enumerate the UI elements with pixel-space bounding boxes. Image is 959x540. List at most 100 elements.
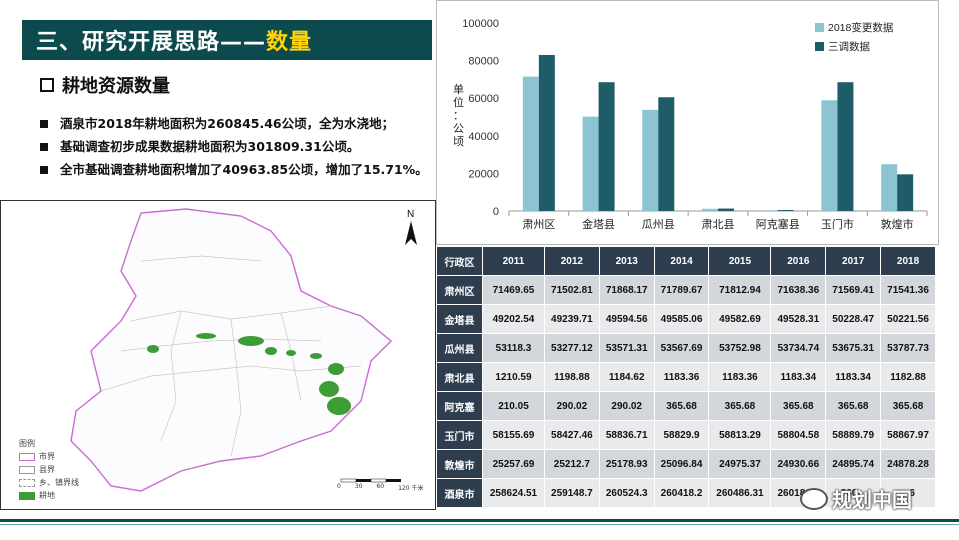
table-cell: 25212.7 [543,449,600,479]
legend-swatch [19,491,35,500]
bullet-item: 基础调查初步成果数据耕地面积为301809.31公顷。 [40,135,430,158]
x-tick-label: 肃州区 [522,218,555,231]
scale-label: 120 千米 [398,485,424,492]
table-cell: 71789.67 [653,275,710,305]
legend-item: 乡、镇界线 [19,476,79,489]
year-header: 2015 [708,246,772,276]
table-row: 肃州区 71469.65 71502.81 71868.17 71789.67 71812… [436,275,936,305]
x-tick-label: 敦煌市 [881,217,914,231]
farmland-map: N 0 30 60 120 千米 图例 市界 县界 乡、镇界线 耕地 [0,200,436,510]
y-axis-label: 单位：公顷 [453,83,464,148]
bullet-text: 酒泉市2018年耕地面积为260845.46公顷，全为水浇地； [60,116,395,131]
x-tick-label: 瓜州县 [642,218,675,231]
table-cell: 50228.47 [825,304,882,334]
table-cell: 71502.81 [543,275,600,305]
table-cell: 1183.34 [770,362,827,392]
footer-rule-thin [0,524,959,525]
scale-labels: 0 30 60 120 千米 [337,483,423,492]
table-cell: 260524.3 [598,478,655,508]
year-header: 2012 [543,246,600,276]
table-cell: 53571.31 [598,333,655,363]
table-cell: 53787.73 [880,333,936,363]
table-cell: 365.68 [708,391,772,421]
table-cell: 53118.3 [482,333,545,363]
table-cell: 1182.88 [880,362,936,392]
farmland-data-table: 行政区 2011 2012 2013 2014 2015 2016 2017 2… [436,246,936,508]
checkbox-square-icon [40,78,54,92]
table-cell: 260418.2 [653,478,710,508]
legend-label: 2018变更数据 [828,21,894,34]
bullet-square-icon [40,120,48,128]
watermark: 规划中国 [800,484,912,513]
x-tick-label: 玉门市 [821,217,854,231]
table-cell: 53277.12 [543,333,600,363]
bullet-item: 全市基础调查耕地面积增加了40963.85公顷，增加了15.71%。 [40,158,430,181]
year-header: 2016 [770,246,827,276]
table-cell: 365.68 [825,391,882,421]
table-cell: 49528.31 [770,304,827,334]
slide-title-highlight: 数量 [266,30,313,55]
table-cell: 24930.66 [770,449,827,479]
table-cell: ...6 [880,478,936,508]
title-accent [0,20,22,60]
table-cell: 1183.34 [825,362,882,392]
table-cell: 365.68 [880,391,936,421]
bullet-square-icon [40,166,48,174]
year-header: 2014 [653,246,710,276]
footer-rule [0,519,959,522]
legend-title: 图例 [19,439,35,448]
bullet-text: 全市基础调查耕地面积增加了40963.85公顷，增加了15.71%。 [60,162,428,177]
slide-title: 三、研究开展思路—— [36,30,267,55]
y-tick-label: 40000 [468,131,499,143]
table-cell: 71868.17 [598,275,655,305]
bar-series-sandiao [837,82,854,211]
legend-swatch [19,452,35,461]
table-cell: 71638.36 [770,275,827,305]
table-row: 肃北县 1210.59 1198.88 1184.62 1183.36 1183.36 11… [436,362,936,392]
table-cell: 1198.88 [543,362,600,392]
scale-label: 30 [354,483,363,490]
table-cell: 290.02 [598,391,655,421]
table-cell: 260486.31 [708,478,772,508]
table-cell: 49202.54 [482,304,545,334]
map-legend: 图例 市界 县界 乡、镇界线 耕地 [19,437,79,502]
table-cell: 1184.62 [598,362,655,392]
table-cell: 1210.59 [482,362,545,392]
table-row: 酒泉市 258624.51 259148.7 260524.3 260418.2 2604… [436,478,936,508]
table-cell: 49582.69 [708,304,772,334]
table-row: 金塔县 49202.54 49239.71 49594.56 49585.06 49582… [436,304,936,334]
table-cell: 290.02 [543,391,600,421]
city-boundary [70,208,393,492]
table-cell: 260... [825,478,882,508]
legend-label: 市界 [39,452,55,461]
bar-series-2018 [881,164,898,211]
table-cell: 53734.74 [770,333,827,363]
table-cell: 58889.79 [825,420,882,450]
table-corner-header: 行政区 [436,246,483,276]
bar-series-sandiao [598,82,615,211]
table-cell: 49239.71 [543,304,600,334]
year-header: 2013 [598,246,655,276]
legend-swatch [815,42,824,51]
farmland-bar-chart: 0 20000 40000 60000 80000 100000 单位：公顷 肃州区 金塔县 瓜州… [436,0,939,245]
table-cell: 53675.31 [825,333,882,363]
bullet-text: 基础调查初步成果数据耕地面积为301809.31公顷。 [60,139,360,154]
bullet-list: 酒泉市2018年耕地面积为260845.46公顷，全为水浇地； 基础调查初步成果… [40,112,430,181]
bullet-square-icon [40,143,48,151]
farmland-patches [147,333,351,415]
bar-series-2018 [702,208,718,211]
table-cell: 259148.7 [543,478,600,508]
legend-label: 县界 [39,465,55,474]
north-label: N [407,209,414,220]
table-cell: 58813.29 [708,420,772,450]
table-cell: 58804.58 [770,420,827,450]
bar-series-2018 [761,210,778,211]
wechat-icon [800,487,828,510]
table-cell: 71541.36 [880,275,936,305]
bar-series-2018 [821,100,838,211]
row-header: 瓜州县 [436,333,483,363]
bullet-item: 酒泉市2018年耕地面积为260845.46公顷，全为水浇地； [40,112,430,135]
bar-series-sandiao [777,210,794,211]
table-cell: 71469.65 [482,275,545,305]
y-tick-label: 100000 [462,18,499,30]
